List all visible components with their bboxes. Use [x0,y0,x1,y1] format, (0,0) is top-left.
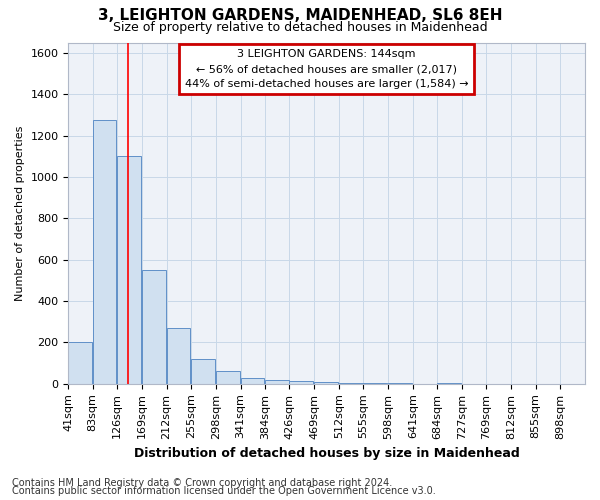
Bar [388,383,412,384]
Bar [191,359,215,384]
Text: 3, LEIGHTON GARDENS, MAIDENHEAD, SL6 8EH: 3, LEIGHTON GARDENS, MAIDENHEAD, SL6 8EH [98,8,502,22]
Bar [92,120,116,384]
Bar [68,342,92,384]
Text: Contains public sector information licensed under the Open Government Licence v3: Contains public sector information licen… [12,486,436,496]
Bar [314,382,338,384]
Text: 3 LEIGHTON GARDENS: 144sqm
← 56% of detached houses are smaller (2,017)
44% of s: 3 LEIGHTON GARDENS: 144sqm ← 56% of deta… [185,50,469,89]
Bar [142,270,166,384]
Bar [117,156,141,384]
Y-axis label: Number of detached properties: Number of detached properties [15,126,25,301]
X-axis label: Distribution of detached houses by size in Maidenhead: Distribution of detached houses by size … [134,447,520,460]
Bar [241,378,265,384]
Bar [265,380,289,384]
Bar [437,383,461,384]
Bar [364,383,387,384]
Text: Contains HM Land Registry data © Crown copyright and database right 2024.: Contains HM Land Registry data © Crown c… [12,478,392,488]
Bar [289,382,313,384]
Bar [167,328,190,384]
Bar [216,372,240,384]
Bar [339,382,362,384]
Text: Size of property relative to detached houses in Maidenhead: Size of property relative to detached ho… [113,21,487,34]
